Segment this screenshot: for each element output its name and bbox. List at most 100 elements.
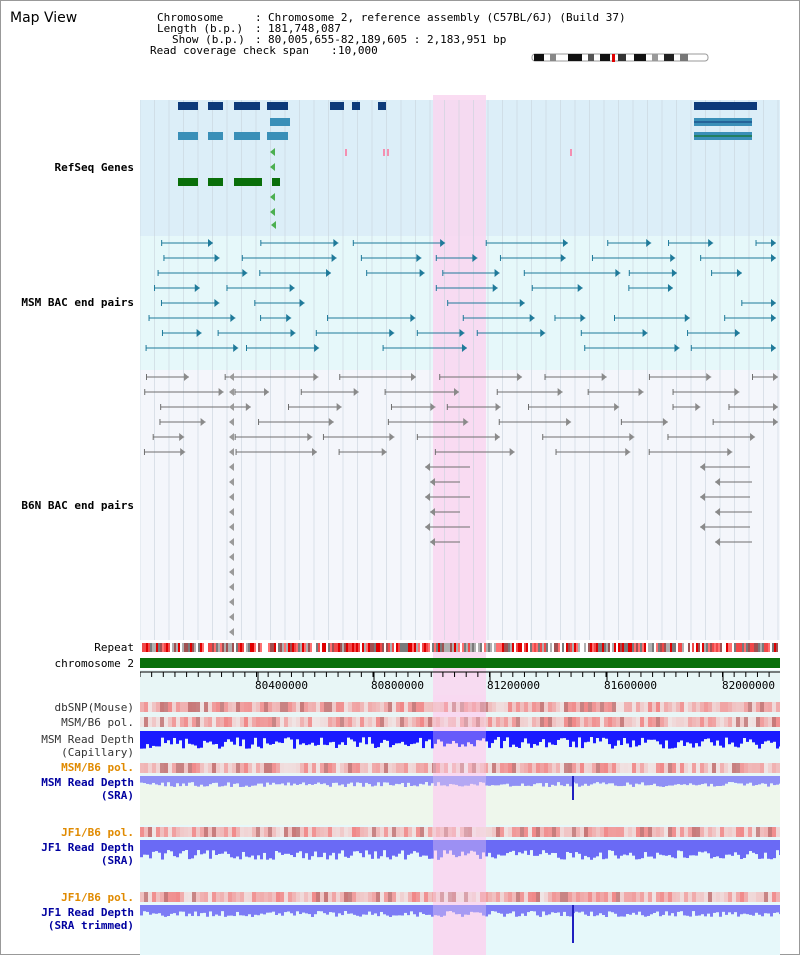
repeat-block — [152, 643, 154, 652]
heat-cell — [564, 717, 568, 727]
repeat-block — [544, 643, 546, 652]
depth-bar — [737, 731, 740, 748]
depth-bar — [251, 731, 254, 745]
depth-bar — [464, 776, 467, 786]
depth-bar — [251, 905, 254, 917]
depth-bar — [599, 731, 602, 742]
msm-bac-end — [194, 284, 200, 292]
depth-bar — [635, 905, 638, 915]
depth-bar — [746, 840, 749, 855]
depth-bar — [230, 776, 233, 787]
depth-bar — [695, 731, 698, 744]
repeat-block — [652, 643, 654, 652]
depth-bar — [626, 731, 629, 744]
heat-cell — [276, 763, 280, 773]
heat-cell — [212, 892, 216, 902]
heat-cell — [328, 702, 332, 712]
depth-bar — [764, 776, 767, 784]
repeat-block — [740, 643, 742, 652]
repeat-block — [630, 643, 632, 652]
depth-bar — [446, 731, 449, 744]
depth-bar — [545, 776, 548, 783]
depth-bar — [470, 905, 473, 912]
heat-cell — [316, 717, 320, 727]
depth-bar — [752, 731, 755, 743]
heat-cell — [524, 717, 528, 727]
msm-bac-end — [771, 299, 776, 307]
heat-cell — [660, 892, 664, 902]
heat-cell — [756, 702, 760, 712]
repeat-block — [624, 643, 626, 652]
depth-bar — [260, 905, 263, 914]
heat-cell — [468, 827, 472, 837]
msm-bac-end — [708, 239, 714, 247]
chromosome-ideogram[interactable] — [530, 53, 710, 62]
depth-bar — [191, 840, 194, 859]
repeat-block — [584, 643, 586, 652]
depth-bar — [320, 905, 323, 912]
depth-bar — [506, 776, 509, 784]
depth-bar — [638, 840, 641, 860]
depth-bar — [422, 776, 425, 785]
depth-bar — [329, 776, 332, 787]
heat-cell — [176, 827, 180, 837]
heat-cell — [480, 702, 484, 712]
depth-bar — [536, 731, 539, 746]
depth-bar — [428, 776, 431, 786]
heat-cell — [580, 827, 584, 837]
heat-cell — [364, 763, 368, 773]
depth-bar — [698, 776, 701, 785]
b6n-bac-end — [509, 448, 515, 456]
heat-cell — [768, 717, 772, 727]
heat-cell — [340, 827, 344, 837]
depth-bar — [266, 840, 269, 860]
heat-cell — [596, 702, 600, 712]
genome-track-canvas[interactable] — [140, 95, 780, 955]
repeat-block — [208, 643, 210, 652]
heat-cell — [612, 763, 616, 773]
repeat-block — [340, 643, 342, 652]
heat-cell — [520, 717, 524, 727]
depth-bar — [596, 905, 599, 916]
depth-bar — [320, 731, 323, 738]
depth-bar — [683, 840, 686, 858]
heat-cell — [544, 763, 548, 773]
depth-bar — [632, 776, 635, 787]
refseq-gene — [234, 132, 260, 140]
heat-cell — [572, 763, 576, 773]
repeat-block — [148, 643, 150, 652]
depth-bar — [575, 840, 578, 853]
heat-cell — [272, 763, 276, 773]
heat-cell — [740, 702, 744, 712]
depth-bar — [464, 840, 467, 856]
refseq-arrow — [270, 208, 275, 216]
heat-cell — [348, 763, 352, 773]
heat-cell — [756, 892, 760, 902]
b6n-bac-end — [229, 523, 234, 531]
msm-bac-end — [529, 314, 535, 322]
heat-cell — [536, 702, 540, 712]
repeat-block — [234, 643, 236, 652]
repeat-block — [342, 643, 344, 652]
heat-cell — [532, 763, 536, 773]
heat-cell — [148, 892, 152, 902]
repeat-block — [722, 643, 724, 652]
depth-bar — [641, 776, 644, 783]
depth-bar — [236, 905, 239, 912]
repeat-block — [448, 643, 450, 652]
heat-cell — [548, 702, 552, 712]
heat-cell — [524, 827, 528, 837]
heat-cell — [144, 892, 148, 902]
heat-cell — [616, 827, 620, 837]
heat-cell — [276, 717, 280, 727]
repeat-block — [408, 643, 410, 652]
depth-bar — [248, 776, 251, 787]
heat-cell — [144, 717, 148, 727]
depth-bar — [203, 905, 206, 913]
repeat-block — [752, 643, 754, 652]
depth-bar — [662, 905, 665, 915]
heat-cell — [560, 892, 564, 902]
depth-bar — [443, 731, 446, 747]
depth-bar — [692, 840, 695, 856]
depth-bar — [410, 905, 413, 912]
